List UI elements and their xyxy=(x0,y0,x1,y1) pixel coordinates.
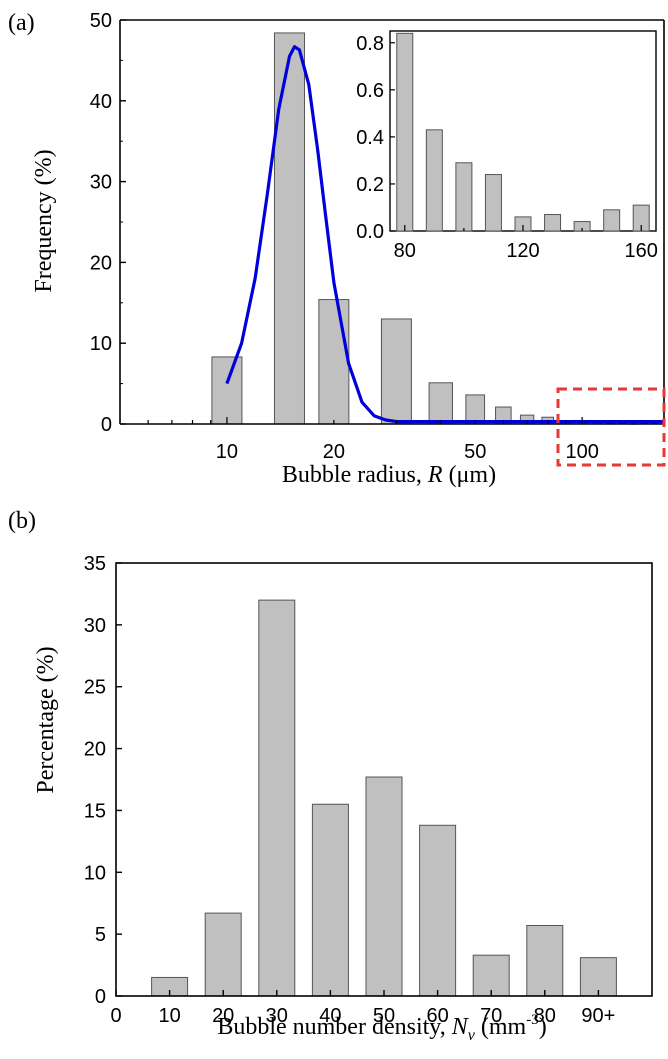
b-x-axis-label-unit: (mm xyxy=(475,1014,527,1040)
a-fit-curve xyxy=(225,45,664,424)
inset-bar-110 xyxy=(484,174,502,232)
a-x-axis-label-text: Bubble radius, xyxy=(282,462,428,488)
inset-x-tick-label: 80 xyxy=(394,240,416,262)
panel-b: (b) 0 5 10 15 20 25 30 35 0 10 20 30 40 50 60 70 80 90+ P… xyxy=(8,508,653,1044)
b-bar-80 xyxy=(526,924,564,997)
b-x-tick-label: 60 xyxy=(426,1005,448,1027)
panel-b-label: (b) xyxy=(8,508,36,534)
b-bar-20 xyxy=(204,912,242,997)
b-y-tick-label: 35 xyxy=(84,553,106,575)
b-x-axis-label-text: Bubble number density, xyxy=(217,1014,451,1040)
b-x-tick-label: 80 xyxy=(534,1005,556,1027)
b-x-tick-label: 0 xyxy=(110,1005,121,1027)
b-y-tick-label: 0 xyxy=(95,986,106,1008)
b-y-tick-label: 15 xyxy=(84,800,106,822)
b-x-tick-label: 10 xyxy=(158,1005,180,1027)
inset-y-tick-label: 0.0 xyxy=(356,221,384,243)
inset-y-tick-label: 0.2 xyxy=(356,174,384,196)
b-x-axis-label-sub: v xyxy=(468,1027,476,1044)
b-bar-30 xyxy=(258,599,296,997)
a-bar-15 xyxy=(273,32,305,425)
panel-a-label: (a) xyxy=(8,10,35,36)
a-y-tick-label: 20 xyxy=(90,252,112,274)
a-y-tick-label: 0 xyxy=(101,414,112,436)
b-bar-60 xyxy=(419,824,457,997)
a-bar-20 xyxy=(318,299,350,425)
inset-bar-100 xyxy=(455,162,473,232)
b-y-tick-label: 25 xyxy=(84,677,106,699)
b-x-tick-label: 30 xyxy=(266,1005,288,1027)
b-y-tick-label: 30 xyxy=(84,615,106,637)
b-bar-70 xyxy=(472,954,510,997)
a-x-tick-label: 10 xyxy=(216,441,238,463)
b-x-tick-label: 20 xyxy=(212,1005,234,1027)
inset-y-tick-label: 0.6 xyxy=(356,80,384,102)
b-x-tick-label: 50 xyxy=(373,1005,395,1027)
inset-y-tick-label: 0.4 xyxy=(356,127,384,149)
b-x-axis-label-close: ) xyxy=(539,1014,547,1040)
b-bar-40 xyxy=(311,803,349,997)
b-x-axis-label: Bubble number density, Nv (mm-3) xyxy=(217,1012,546,1044)
inset-bar-130 xyxy=(544,214,562,232)
a-y-tick-label: 10 xyxy=(90,333,112,355)
inset-y-tick-label: 0.8 xyxy=(356,33,384,55)
b-bar-50 xyxy=(365,776,403,997)
a-bar-30 xyxy=(380,318,412,425)
inset-x-tick-label: 120 xyxy=(506,240,539,262)
a-x-axis-label-unit: (μm) xyxy=(443,462,497,488)
inset-x-tick-label: 160 xyxy=(625,240,658,262)
panel-a: (a) 0 10 20 30 40 50 10 20 50 100 0.0 0.2 0.4 0.6 0.8… xyxy=(8,10,666,488)
b-y-tick-label: 10 xyxy=(84,862,106,884)
a-y-axis-label: Frequency (%) xyxy=(31,149,57,292)
a-x-axis-label-var: R xyxy=(427,462,443,488)
a-x-tick-label: 20 xyxy=(323,441,345,463)
inset-bar-150 xyxy=(603,209,621,232)
a-x-tick-label: 50 xyxy=(464,441,486,463)
a-highlight-box xyxy=(556,387,666,467)
b-x-tick-label: 40 xyxy=(319,1005,341,1027)
b-bar-90+ xyxy=(579,957,617,997)
a-x-tick-label: 100 xyxy=(565,441,598,463)
a-y-tick-label: 50 xyxy=(90,10,112,32)
a-bar-10 xyxy=(211,356,243,425)
b-x-tick-label: 70 xyxy=(480,1005,502,1027)
a-bar-50 xyxy=(465,394,486,425)
b-x-axis-label-var: N xyxy=(451,1014,470,1040)
a-y-tick-label: 40 xyxy=(90,91,112,113)
b-x-tick-label: 90+ xyxy=(581,1005,615,1027)
b-y-axis-label: Percentage (%) xyxy=(33,646,59,793)
a-y-tick-label: 30 xyxy=(90,172,112,194)
a-x-axis-label: Bubble radius, R (μm) xyxy=(282,462,496,488)
b-y-tick-label: 5 xyxy=(95,924,106,946)
a-bar-40 xyxy=(428,382,453,425)
b-y-tick-label: 20 xyxy=(84,739,106,761)
b-x-axis-label-sup: -3 xyxy=(526,1012,539,1028)
inset-bar-80 xyxy=(396,32,414,232)
inset-bar-90 xyxy=(425,129,443,232)
